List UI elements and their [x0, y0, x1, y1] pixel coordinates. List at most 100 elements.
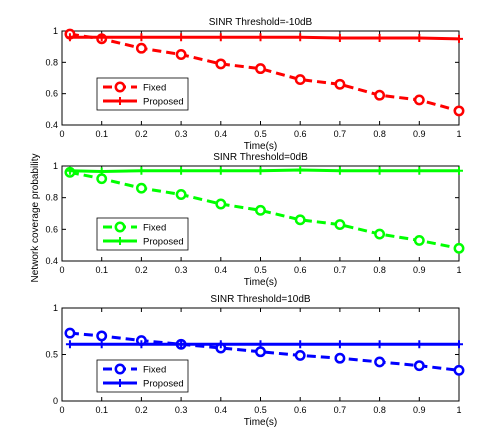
- data-point-fixed: [135, 182, 147, 194]
- data-point-fixed: [294, 349, 306, 361]
- x-tick-label: 0.3: [175, 129, 188, 139]
- data-point-proposed: [65, 33, 74, 42]
- x-tick-label: 1: [456, 129, 461, 139]
- data-point-proposed: [335, 34, 344, 43]
- data-point-proposed: [65, 340, 74, 349]
- legend-label: Proposed: [143, 379, 184, 390]
- legend-label: Fixed: [143, 83, 166, 94]
- data-point-fixed: [175, 189, 187, 200]
- y-tick-label: 0.6: [45, 224, 58, 234]
- data-point-proposed: [455, 166, 463, 175]
- data-point-fixed: [96, 330, 108, 342]
- legend: Fixed Proposed: [96, 77, 189, 111]
- y-tick-label: 1: [53, 303, 58, 313]
- data-point-proposed: [177, 340, 186, 349]
- legend: Fixed Proposed: [96, 217, 189, 251]
- data-point-fixed: [334, 352, 346, 364]
- x-tick-label: 1: [456, 405, 461, 415]
- data-point-proposed: [296, 165, 305, 174]
- chart-panel-3: SINR Threshold=10dB 0 0.1 0.2 0.3 0.4 0.5 0.6 0.…: [45, 294, 465, 428]
- x-tick-label: 0.6: [294, 265, 307, 275]
- data-point-fixed: [175, 49, 187, 60]
- x-tick-label: 0.9: [413, 405, 426, 415]
- x-tick-label: 0.8: [373, 405, 386, 415]
- x-tick-label: 0.1: [95, 129, 108, 139]
- data-point-proposed: [97, 340, 106, 349]
- data-point-fixed: [255, 346, 266, 358]
- data-point-fixed: [64, 327, 76, 339]
- legend-label: Proposed: [143, 97, 184, 108]
- data-point-fixed: [294, 74, 306, 86]
- chart-panel-2: SINR Threshold=0dB 0 0.1 0.2 0.3 0.4 0.5 0.6 0.7…: [45, 152, 465, 288]
- chart-title: SINR Threshold=0dB: [213, 152, 308, 163]
- x-tick-label: 0.4: [215, 129, 228, 139]
- legend-label: Fixed: [143, 365, 166, 376]
- data-point-fixed: [374, 89, 386, 101]
- data-point-proposed: [335, 340, 344, 349]
- x-tick-label: 0.2: [135, 405, 148, 415]
- data-point-fixed: [413, 94, 425, 106]
- data-point-proposed: [137, 33, 146, 42]
- data-point-proposed: [137, 340, 146, 349]
- data-point-proposed: [296, 340, 305, 349]
- data-point-proposed: [216, 166, 225, 175]
- x-tick-label: 0.6: [294, 405, 307, 415]
- data-point-proposed: [455, 34, 463, 43]
- y-tick-label: 0.8: [45, 57, 58, 67]
- series-line-fixed: [69, 170, 460, 250]
- data-point-proposed: [256, 166, 265, 175]
- data-point-proposed: [137, 166, 146, 175]
- data-point-fixed: [96, 173, 108, 185]
- x-axis-label: Time(s): [244, 141, 278, 152]
- x-tick-label: 0.5: [254, 265, 267, 275]
- data-point-fixed: [413, 234, 425, 246]
- chart-panel-1: SINR Threshold=-10dB 0 0.1 0.2 0.3 0.4 0.5 0.6 0…: [45, 17, 465, 152]
- data-point-fixed: [255, 63, 266, 75]
- y-tick-label: 0.4: [45, 120, 58, 130]
- legend-swatch-marker: [116, 237, 124, 245]
- x-axis-label: Time(s): [244, 277, 278, 288]
- x-tick-label: 0.9: [413, 129, 426, 139]
- y-tick-label: 0.6: [45, 89, 58, 99]
- x-tick-label: 0.3: [175, 405, 188, 415]
- legend-swatch-marker: [116, 379, 124, 387]
- legend-box: [96, 359, 189, 393]
- data-point-fixed: [453, 242, 465, 254]
- x-tick-label: 0: [59, 265, 64, 275]
- y-tick-label: 0.4: [45, 256, 58, 266]
- series-line-fixed: [69, 32, 460, 113]
- data-point-fixed: [453, 105, 465, 117]
- legend-label: Fixed: [143, 223, 166, 234]
- data-point-proposed: [97, 167, 106, 176]
- y-tick-label: 1: [53, 161, 58, 171]
- y-tick-label: 1: [53, 26, 58, 36]
- y-tick-label: 0.8: [45, 193, 58, 203]
- x-tick-label: 0.4: [215, 265, 228, 275]
- data-point-fixed: [374, 356, 386, 368]
- data-point-proposed: [455, 340, 463, 349]
- legend-box: [96, 77, 189, 111]
- x-tick-label: 0.9: [413, 265, 426, 275]
- data-point-fixed: [294, 214, 306, 226]
- data-point-proposed: [177, 166, 186, 175]
- x-tick-label: 0.6: [294, 129, 307, 139]
- data-point-proposed: [375, 34, 384, 43]
- data-point-proposed: [415, 166, 424, 175]
- y-tick-label: 0.5: [45, 350, 58, 360]
- data-point-proposed: [415, 340, 424, 349]
- x-tick-label: 0.4: [215, 405, 228, 415]
- x-tick-label: 0.2: [135, 129, 148, 139]
- legend-label: Proposed: [143, 237, 184, 248]
- data-point-fixed: [135, 42, 147, 54]
- legend-swatch-marker: [116, 97, 124, 105]
- data-point-proposed: [216, 340, 225, 349]
- x-tick-label: 0: [59, 405, 64, 415]
- x-tick-label: 0.8: [373, 129, 386, 139]
- x-tick-label: 0: [59, 129, 64, 139]
- x-tick-label: 0.3: [175, 265, 188, 275]
- data-point-fixed: [413, 360, 425, 372]
- shared-y-axis-label: Network coverage probability: [30, 154, 41, 283]
- data-point-proposed: [256, 340, 265, 349]
- data-point-proposed: [375, 340, 384, 349]
